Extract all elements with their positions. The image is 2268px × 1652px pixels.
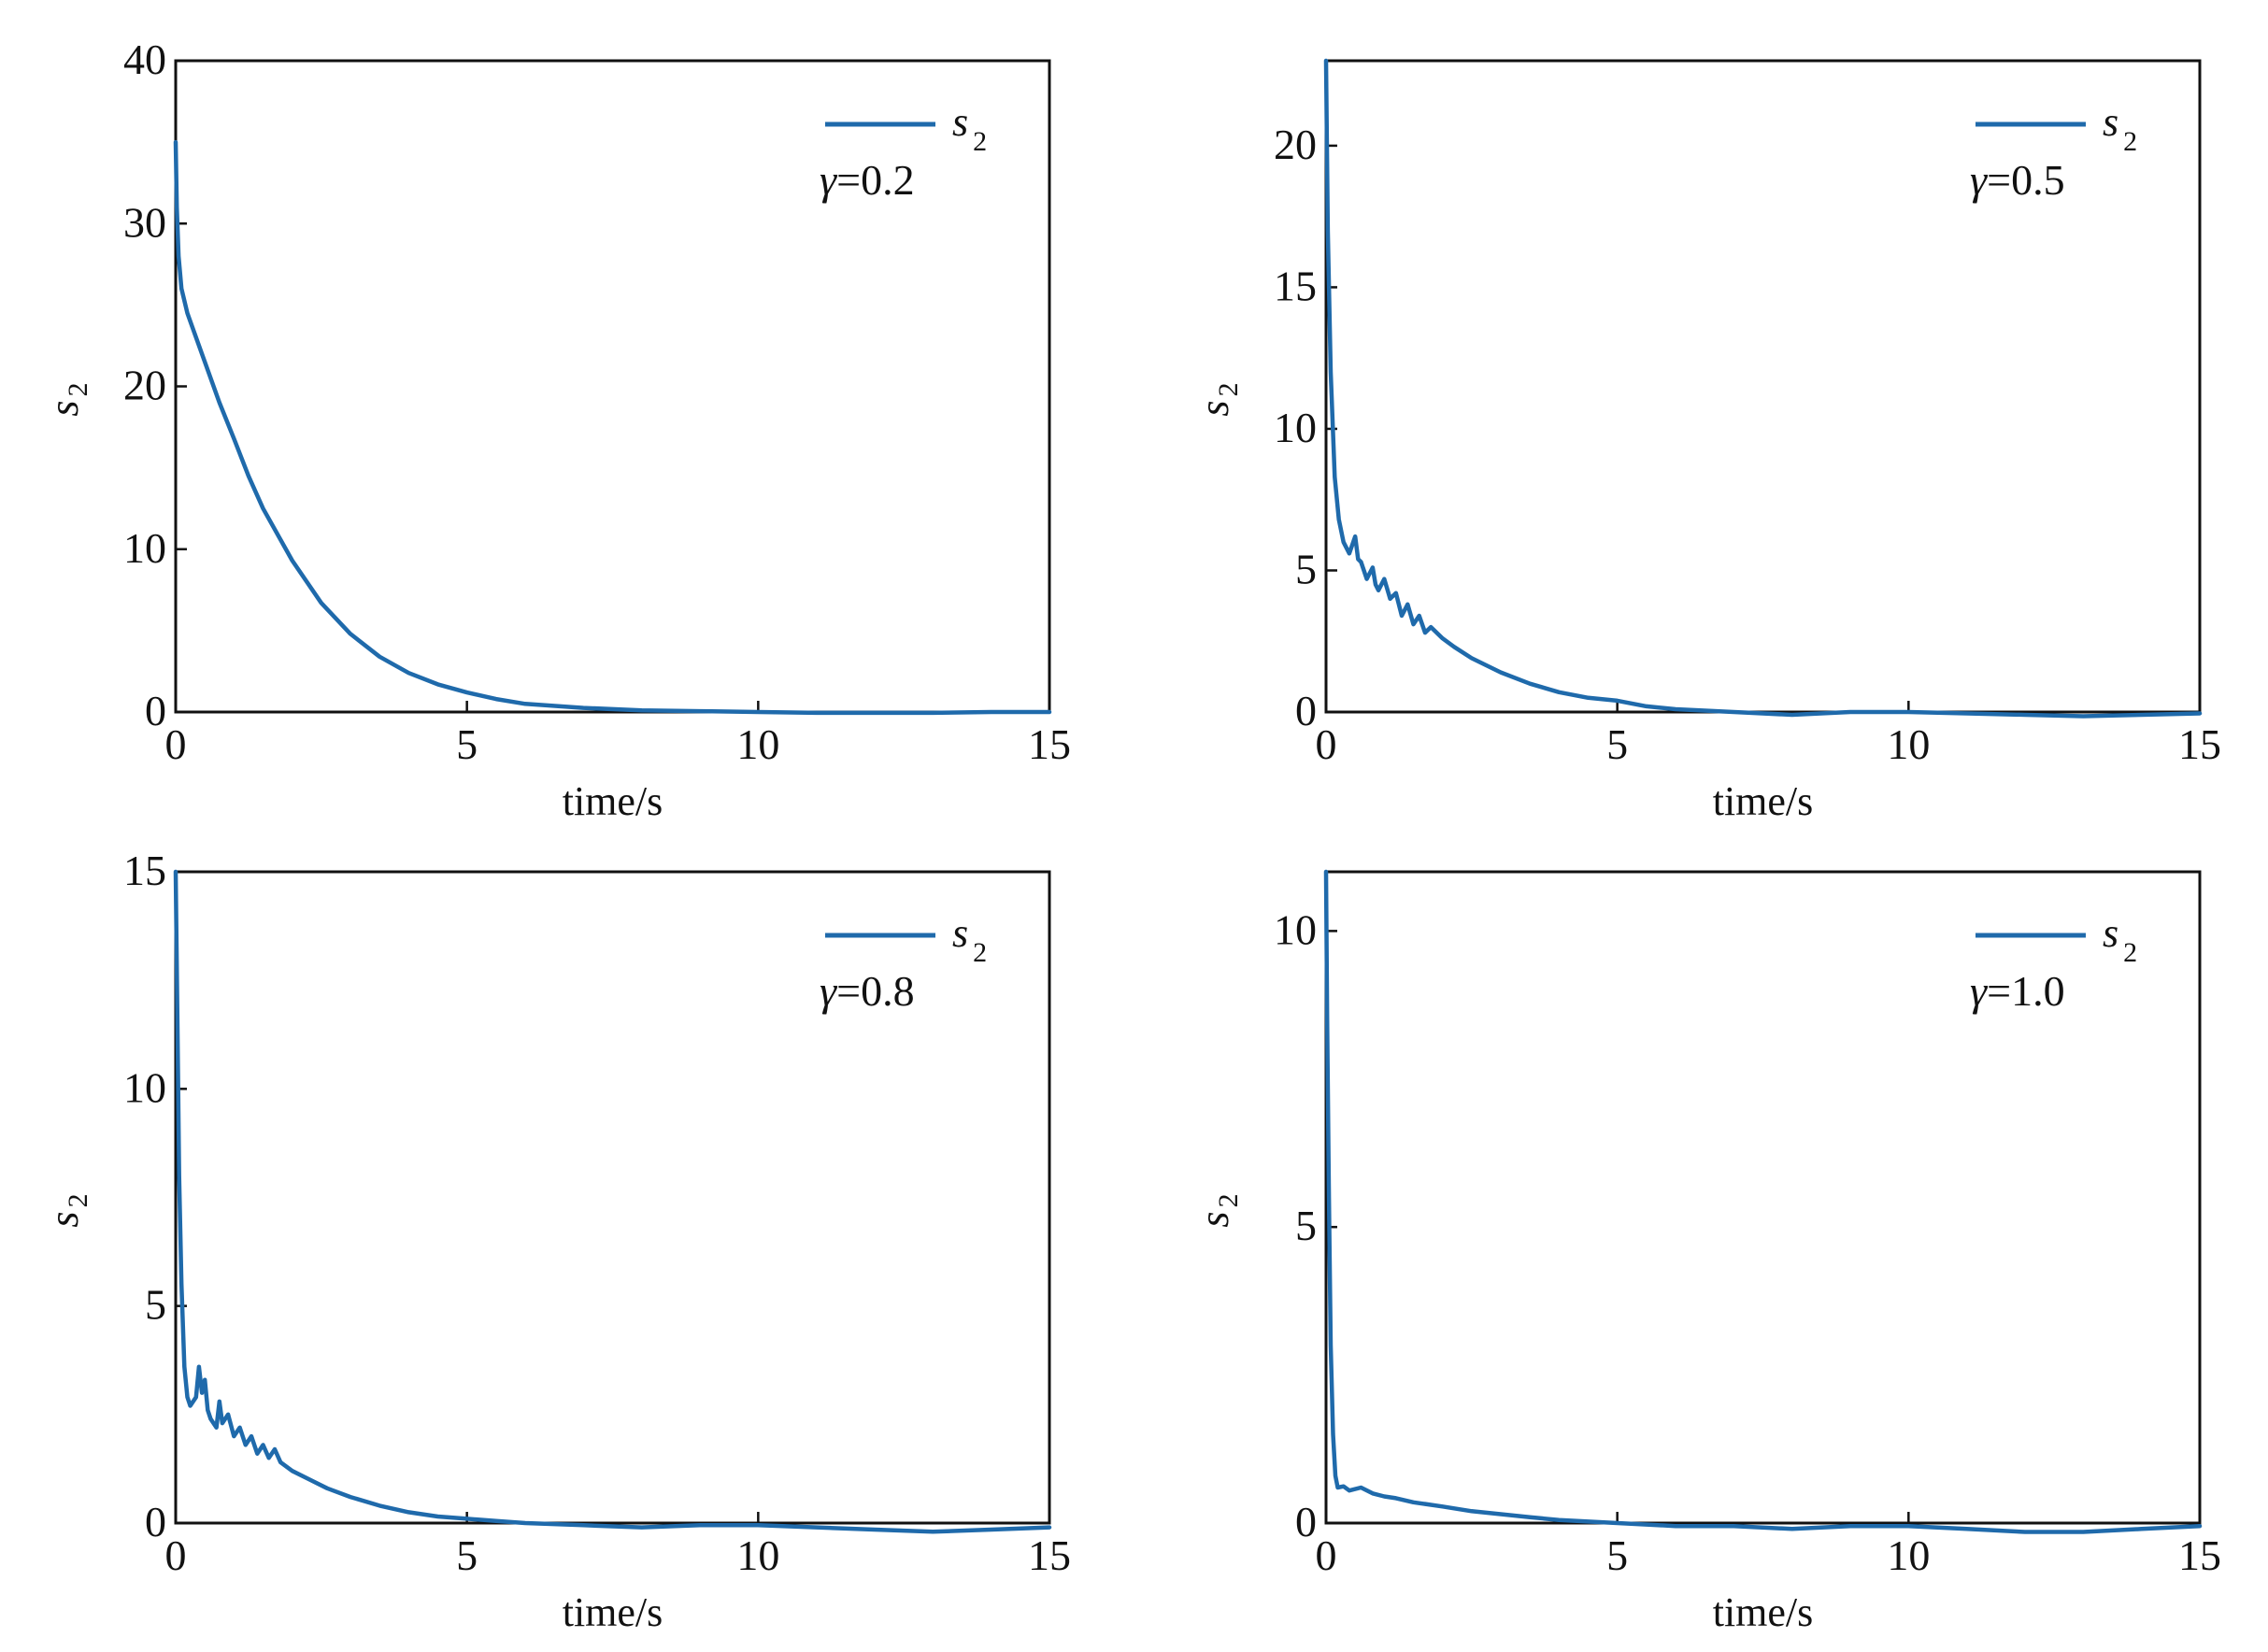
plot-frame	[1324, 870, 2202, 1525]
svg-text:s2: s2	[41, 1193, 93, 1227]
x-axis-label: time/s	[563, 778, 663, 824]
x-tick-label: 5	[1606, 720, 1628, 768]
svg-text:s2: s2	[1191, 1193, 1244, 1227]
x-tick-label: 15	[1028, 720, 1071, 768]
gamma-annotation: γ=0.2	[820, 156, 915, 204]
y-tick-label: 10	[1274, 905, 1317, 953]
svg-text:s2: s2	[1191, 382, 1244, 416]
y-axis-label: s2	[41, 382, 93, 416]
y-tick-label: 5	[145, 1281, 166, 1329]
subplot-2: 0 5 10 15 0 5 10 15 20 time/s s2 s 2 γ=0.5	[1191, 58, 2221, 824]
y-tick-label: 0	[145, 1498, 166, 1545]
y-tick-label: 5	[1295, 545, 1317, 592]
x-tick-label: 5	[1606, 1531, 1628, 1579]
y-axis-label: s2	[1191, 1193, 1244, 1227]
y-tick-label: 10	[123, 1063, 166, 1111]
x-tick-label: 5	[456, 720, 478, 768]
x-tick-label: 15	[2178, 1531, 2221, 1579]
y-tick-label: 15	[123, 847, 166, 894]
y-axis-label: s2	[41, 1193, 93, 1227]
series-line-s2	[1323, 58, 2203, 719]
subplot-1: 0 5 10 15 0 10 20 30 40 time/s s2 s 2 γ=0.2	[41, 36, 1071, 824]
gamma-annotation: γ=1.0	[1970, 967, 2065, 1015]
x-tick-label: 0	[165, 1531, 187, 1579]
x-tick-label: 15	[2178, 720, 2221, 768]
plot-frame	[174, 870, 1051, 1525]
y-tick-label: 20	[123, 362, 166, 409]
y-tick-label: 5	[1295, 1202, 1317, 1249]
x-tick-label: 0	[1316, 720, 1337, 768]
x-axis-label: time/s	[1713, 778, 1814, 824]
gamma-annotation: γ=0.5	[1970, 156, 2065, 204]
x-axis-label: time/s	[1713, 1589, 1814, 1635]
subplot-4: 0 5 10 15 0 5 10 time/s s2 s 2 γ=1.0	[1191, 869, 2221, 1635]
x-tick-label: 10	[1887, 1531, 1930, 1579]
x-tick-label: 10	[736, 720, 779, 768]
subplot-3: 0 5 10 15 0 5 10 15 time/s s2 s 2 γ=0.8	[41, 847, 1071, 1635]
y-tick-label: 30	[123, 198, 166, 246]
x-tick-label: 15	[1028, 1531, 1071, 1579]
y-tick-label: 10	[1274, 404, 1317, 451]
y-tick-label: 15	[1274, 262, 1317, 309]
subplot-grid: 0 5 10 15 0 10 20 30 40 time/s s2 s 2 γ=0.2 0 5 10 15 0 5 10…	[41, 36, 2221, 1635]
gamma-annotation: γ=0.8	[820, 967, 915, 1015]
series-line-s2	[1323, 869, 2203, 1534]
y-tick-label: 0	[1295, 687, 1317, 734]
x-axis-label: time/s	[563, 1589, 663, 1635]
y-tick-label: 20	[1274, 121, 1317, 168]
y-axis-label: s2	[1191, 382, 1244, 416]
y-tick-label: 10	[123, 524, 166, 572]
x-tick-label: 0	[165, 720, 187, 768]
x-tick-label: 10	[736, 1531, 779, 1579]
svg-text:s2: s2	[41, 382, 93, 416]
plot-frame	[174, 59, 1051, 714]
series-line-s2	[173, 139, 1052, 716]
x-tick-label: 10	[1887, 720, 1930, 768]
series-line-s2	[173, 869, 1052, 1534]
x-tick-label: 0	[1316, 1531, 1337, 1579]
y-tick-label: 0	[1295, 1498, 1317, 1545]
x-tick-label: 5	[456, 1531, 478, 1579]
y-tick-label: 0	[145, 687, 166, 734]
y-tick-label: 40	[123, 36, 166, 83]
plot-frame	[1324, 59, 2202, 714]
